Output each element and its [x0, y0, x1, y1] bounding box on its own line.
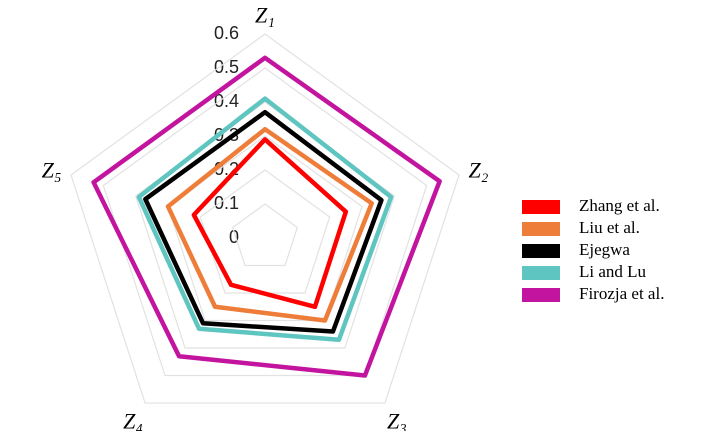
legend-swatch [522, 266, 560, 280]
legend-label: Firozja et al. [579, 284, 664, 303]
axis-label: Z₁ [255, 3, 275, 28]
legend-swatch [522, 222, 560, 236]
legend-label: Liu et al. [579, 218, 640, 237]
legend-label: Li and Lu [579, 262, 647, 281]
grid-ring [231, 203, 299, 267]
series-line [136, 96, 394, 343]
legend-label: Ejegwa [579, 240, 630, 259]
series-line [165, 126, 374, 323]
r-tick-label: 0.5 [214, 57, 239, 77]
axis-label: Z₃ [387, 409, 407, 431]
r-tick-label: 0.6 [214, 23, 239, 43]
series-line [143, 109, 384, 334]
series-line [91, 55, 442, 378]
legend-swatch [522, 288, 560, 302]
r-tick-label: 0 [229, 227, 239, 247]
legend-label: Zhang et al. [579, 196, 660, 215]
grid-ring [102, 67, 428, 377]
r-tick-label: 0.3 [214, 125, 239, 145]
r-tick-label: 0.4 [214, 91, 239, 111]
legend-swatch [522, 244, 560, 258]
axis-label: Z₂ [468, 158, 488, 183]
r-tick-label: 0.1 [214, 193, 239, 213]
grid-ring [70, 33, 460, 404]
legend-swatch [522, 200, 560, 214]
axis-label: Z₅ [42, 158, 62, 183]
series-line [191, 137, 349, 310]
axis-label: Z₄ [123, 409, 143, 431]
